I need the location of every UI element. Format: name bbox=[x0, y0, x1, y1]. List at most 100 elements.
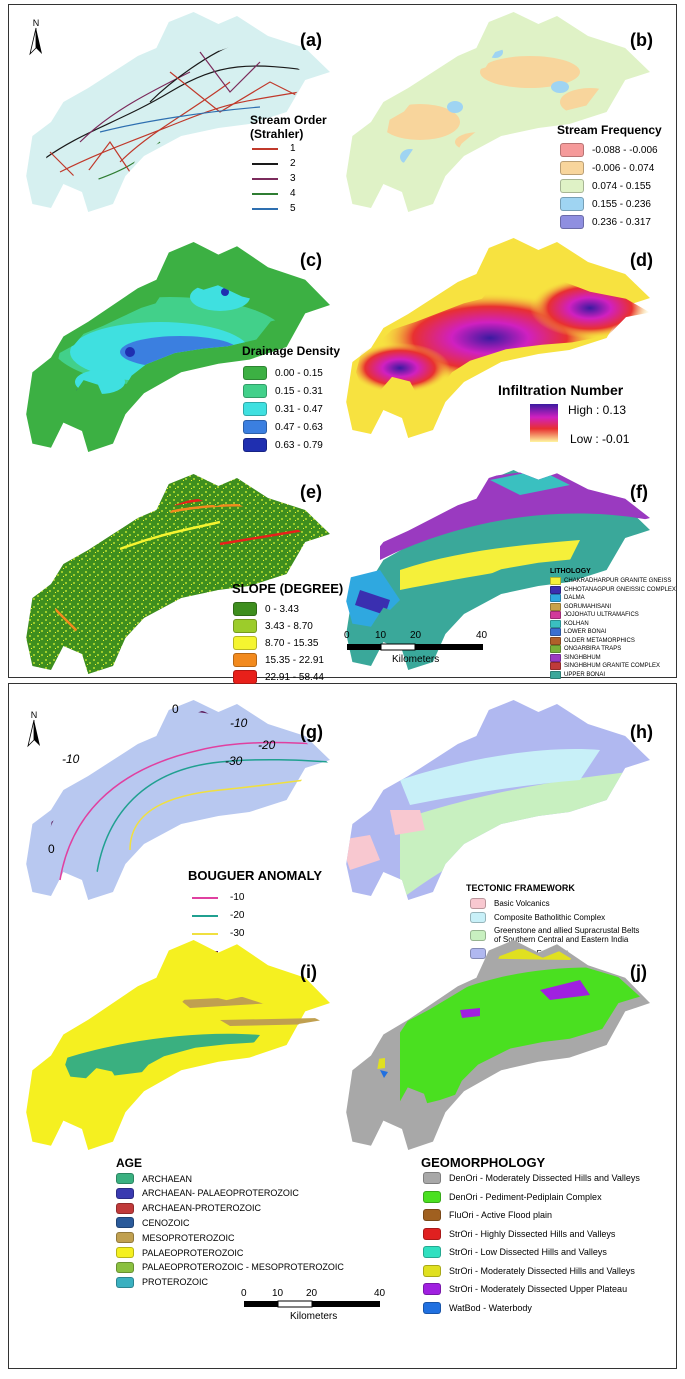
geomorphology-legend-label: StrOri - Moderately Dissected Hills and … bbox=[449, 1265, 635, 1276]
tectonic-legend-label: Composite Batholithic Complex bbox=[494, 913, 606, 922]
drainage-density-legend-swatch bbox=[243, 438, 267, 452]
infiltration-color-ramp bbox=[530, 404, 558, 442]
map-age bbox=[26, 940, 330, 1150]
scalebar-top-tick-20: 20 bbox=[410, 630, 422, 641]
map-infiltration-number bbox=[346, 238, 650, 438]
age-legend-swatch bbox=[116, 1247, 134, 1258]
lithology-legend-label: JOJOHATU ULTRAMAFICS bbox=[564, 612, 639, 618]
stream-frequency-legend-swatch bbox=[560, 179, 584, 193]
stream-order-legend-label: 3 bbox=[290, 173, 296, 184]
slope-legend-swatch bbox=[233, 653, 257, 667]
age-legend-label: CENOZOIC bbox=[142, 1217, 190, 1228]
drainage-density-legend-label: 0.15 - 0.31 bbox=[275, 385, 323, 397]
drainage-density-legend-item: 0.63 - 0.79 bbox=[243, 438, 323, 452]
lithology-legend-item: ONGARBIRA TRAPS bbox=[550, 645, 621, 653]
map-tectonic-framework bbox=[346, 700, 650, 900]
geomorphology-legend-label: DenOri - Pediment-Pediplain Complex bbox=[449, 1191, 602, 1202]
north-arrow-icon bbox=[29, 27, 42, 56]
geomorphology-legend-swatch bbox=[423, 1209, 441, 1221]
slope-legend-item: 22.91 - 58.44 bbox=[233, 670, 324, 684]
lithology-legend-label: CHHOTANAGPUR GNEISSIC COMPLEX bbox=[564, 586, 676, 593]
lithology-legend-item: LOWER BONAI bbox=[550, 628, 606, 636]
slope-legend-label: 0 - 3.43 bbox=[265, 603, 299, 615]
lithology-legend-label: CHAKRADHARPUR GRANITE GNEISS bbox=[564, 578, 672, 584]
age-legend-swatch bbox=[116, 1173, 134, 1184]
stream-frequency-legend-item: 0.155 - 0.236 bbox=[560, 197, 651, 211]
geomorphology-legend-item: DenOri - Moderately Dissected Hills and … bbox=[423, 1172, 640, 1184]
stream-order-legend-swatch bbox=[252, 162, 278, 165]
infiltration-low-label: Low : -0.01 bbox=[570, 432, 630, 446]
north-arrow: N bbox=[28, 18, 44, 58]
stream-order-title-line1: Stream Order bbox=[250, 113, 327, 127]
tectonic-legend-swatch bbox=[470, 912, 486, 923]
map-slope bbox=[26, 474, 330, 674]
slope-title: SLOPE (DEGREE) bbox=[232, 581, 344, 596]
stream-order-legend-item: 2 bbox=[252, 158, 296, 169]
map-lithology bbox=[346, 470, 650, 670]
tectonic-legend-label: Basic Volcanics bbox=[494, 899, 550, 908]
stream-order-legend-swatch bbox=[252, 147, 278, 150]
geomorphology-legend-swatch bbox=[423, 1190, 441, 1203]
panel-label-j: (j) bbox=[630, 962, 647, 982]
stream-order-legend-label: 4 bbox=[290, 188, 296, 199]
drainage-density-legend-swatch bbox=[243, 366, 267, 380]
tectonic-legend-swatch bbox=[470, 929, 486, 941]
lithology-legend-swatch bbox=[550, 619, 561, 628]
lithology-title: LITHOLOGY bbox=[550, 568, 591, 575]
geomorphology-legend-item: StrOri - Moderately Dissected Hills and … bbox=[423, 1264, 635, 1277]
infiltration-high-label: High : 0.13 bbox=[568, 403, 627, 417]
age-legend-swatch bbox=[116, 1276, 134, 1288]
tectonic-legend-item: Greenstone and allied Supracrustal Belts… bbox=[470, 926, 639, 944]
drainage-density-legend-swatch bbox=[243, 384, 267, 398]
age-legend-item: CENOZOIC bbox=[116, 1217, 190, 1229]
north-arrow-bottom-icon bbox=[27, 719, 40, 748]
top-figure-frame bbox=[8, 4, 677, 678]
lithology-legend-swatch bbox=[550, 653, 561, 662]
slope-legend-item: 15.35 - 22.91 bbox=[233, 653, 324, 667]
lithology-legend-label: ONGARBIRA TRAPS bbox=[564, 646, 622, 652]
stream-frequency-legend-swatch bbox=[560, 143, 584, 157]
lithology-legend-swatch bbox=[550, 577, 561, 585]
stream-order-legend-label: 2 bbox=[290, 158, 296, 169]
lithology-legend-item: OLDER METAMORPHICS bbox=[550, 636, 635, 645]
stream-order-legend-label: 5 bbox=[290, 203, 296, 214]
north-label-bottom: N bbox=[30, 710, 38, 720]
drainage-density-legend-label: 0.00 - 0.15 bbox=[275, 367, 323, 379]
age-legend-swatch bbox=[116, 1217, 134, 1229]
stream-frequency-title: Stream Frequency bbox=[557, 123, 662, 137]
age-legend-item: MESOPROTEROZOIC bbox=[116, 1232, 235, 1244]
tectonic-legend-label: Greenstone and allied Supracrustal Belts… bbox=[494, 926, 640, 944]
panel-label-i: (i) bbox=[300, 962, 317, 982]
bottom-figure-frame bbox=[8, 683, 677, 1369]
stream-frequency-legend-item: 0.074 - 0.155 bbox=[560, 179, 651, 193]
slope-legend-item: 3.43 - 8.70 bbox=[233, 619, 313, 633]
lithology-legend-label: OLDER METAMORPHICS bbox=[564, 637, 635, 644]
map-stream-frequency bbox=[346, 12, 650, 212]
stream-frequency-legend-label: -0.006 - 0.074 bbox=[592, 162, 655, 174]
geomorphology-legend-label: DenOri - Moderately Dissected Hills and … bbox=[449, 1173, 640, 1183]
lithology-legend-item: GORUMAHISANI bbox=[550, 602, 611, 611]
age-legend-label: ARCHAEAN-PROTEROZOIC bbox=[142, 1203, 262, 1214]
lithology-legend-item: SINGHBHUM bbox=[550, 653, 601, 662]
drainage-density-legend-label: 0.31 - 0.47 bbox=[275, 403, 323, 415]
slope-legend-label: 3.43 - 8.70 bbox=[265, 620, 313, 632]
age-legend-label: ARCHAEAN bbox=[142, 1173, 193, 1184]
geomorphology-legend-swatch bbox=[423, 1172, 441, 1184]
scalebar-bottom-tick-10: 10 bbox=[272, 1288, 284, 1299]
tectonic-legend-item: Composite Batholithic Complex bbox=[470, 912, 605, 923]
drainage-density-legend-swatch bbox=[243, 402, 267, 416]
scalebar-top-tick-40: 40 bbox=[476, 630, 488, 641]
map-stream-order bbox=[26, 12, 330, 212]
stream-order-title: Stream Order (Strahler) bbox=[250, 113, 327, 141]
age-legend-item: ARCHAEAN- PALAEOPROTEROZOIC bbox=[116, 1187, 299, 1199]
bouguer-legend-swatch bbox=[192, 896, 218, 899]
lithology-legend-label: SINGHBHUM GRANITE COMPLEX bbox=[564, 663, 661, 669]
bouguer-legend-item: -10 bbox=[192, 892, 244, 903]
age-legend-swatch bbox=[116, 1187, 134, 1199]
drainage-density-legend-item: 0.31 - 0.47 bbox=[243, 402, 323, 416]
age-legend-label: PALAEOPROTEROZOIC - MESOPROTEROZOIC bbox=[142, 1262, 344, 1273]
panel-label-d: (d) bbox=[630, 250, 653, 270]
age-legend-label: PROTEROZOIC bbox=[142, 1277, 209, 1288]
stream-order-legend-swatch bbox=[252, 177, 278, 180]
lithology-legend-label: LOWER BONAI bbox=[564, 629, 607, 635]
